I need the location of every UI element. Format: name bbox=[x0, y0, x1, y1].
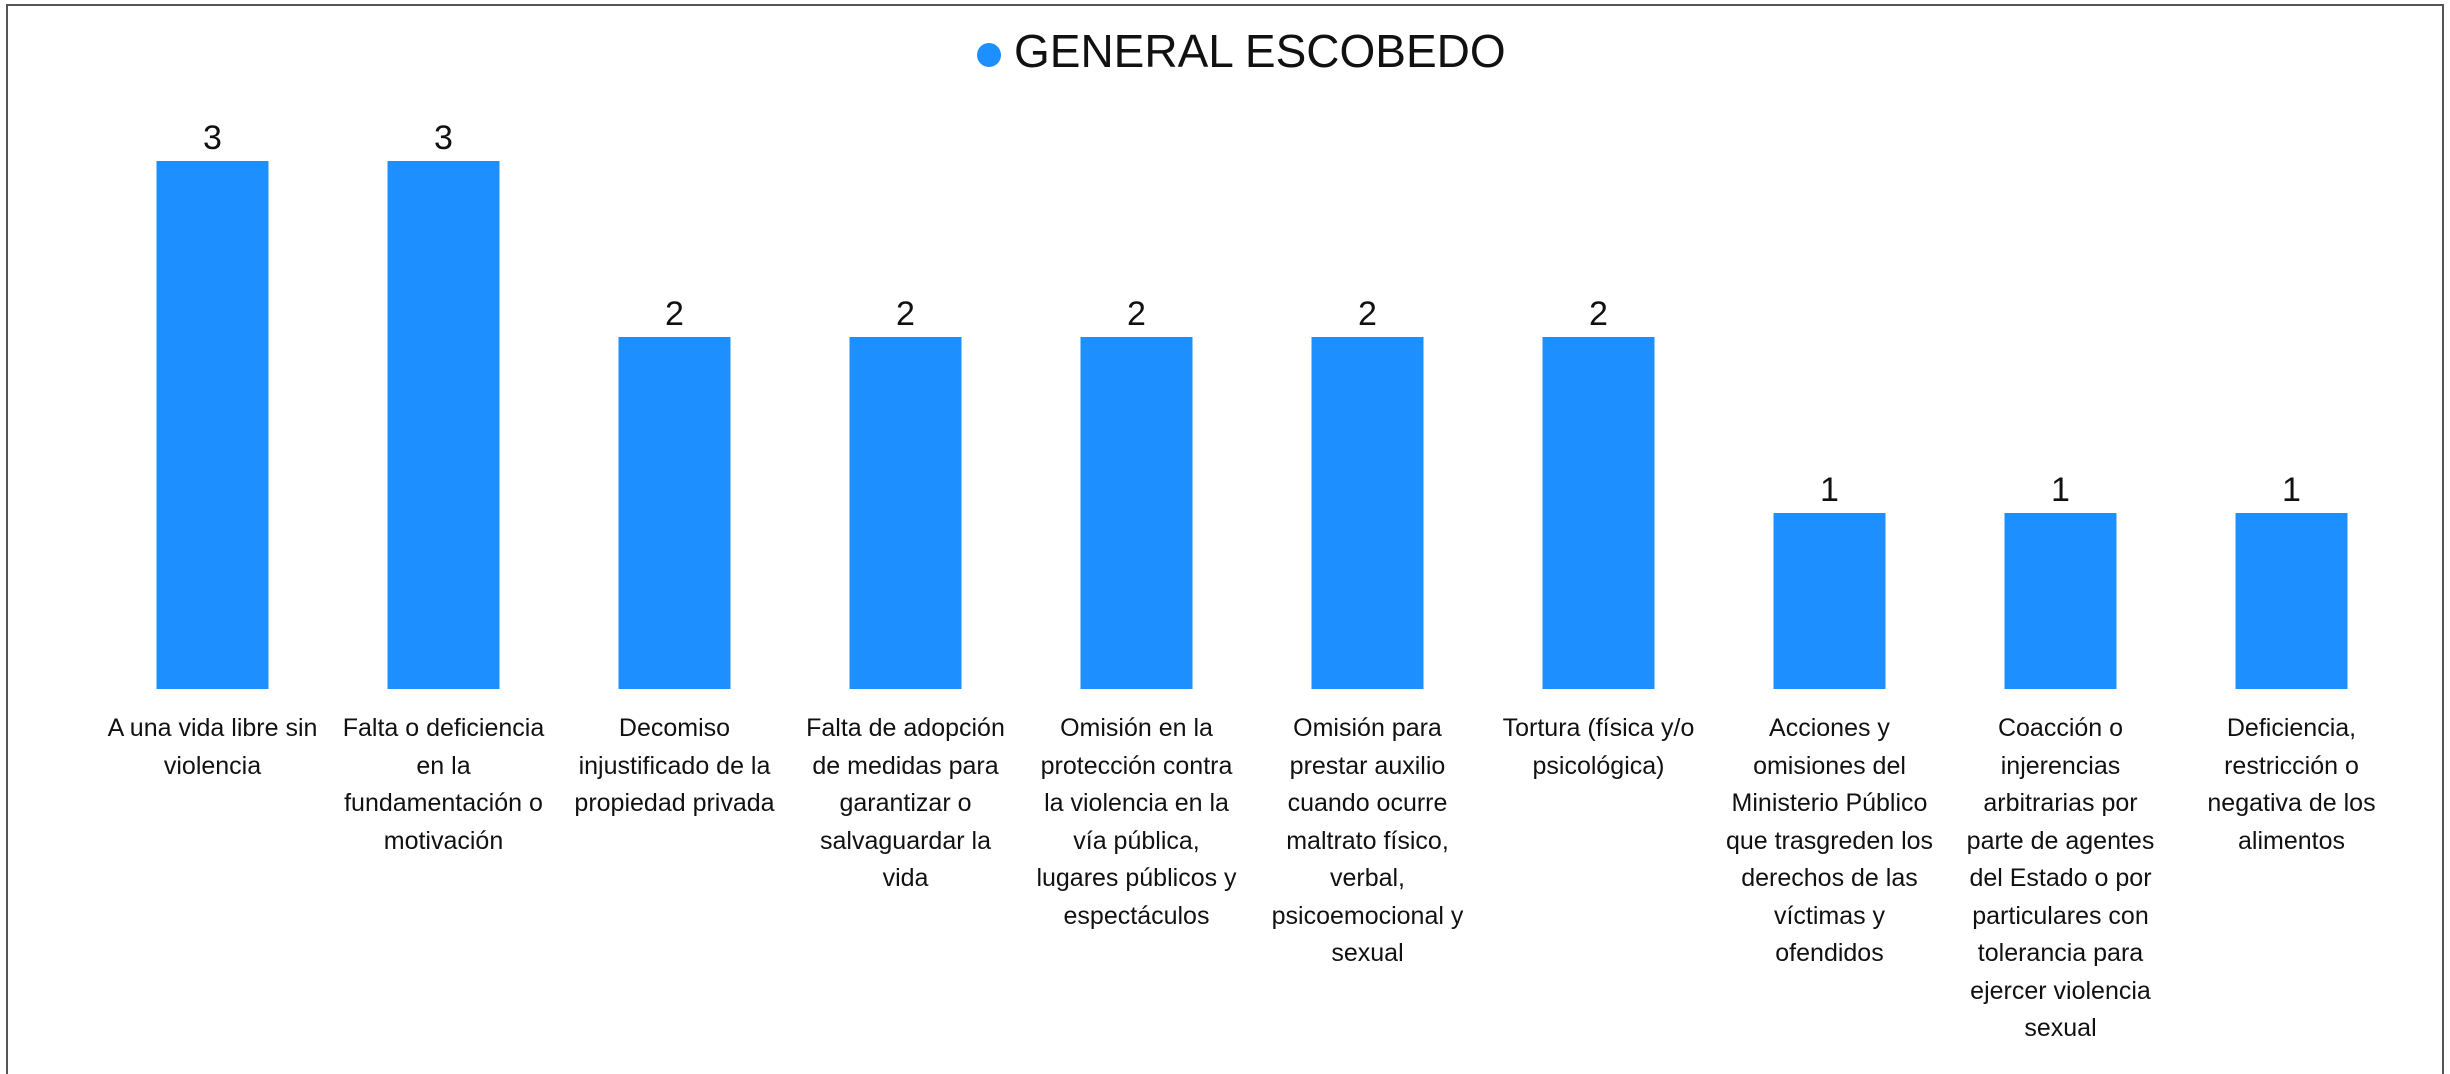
frame bbox=[6, 4, 2444, 1074]
x-tick-label: Tortura (física y/o psicológica) bbox=[1502, 714, 1695, 780]
bar bbox=[2235, 513, 2348, 689]
x-tick-label: Falta de adopción de medidas para garant… bbox=[806, 714, 1005, 892]
x-tick-label: Coacción o injerencias arbitrarias por p… bbox=[1966, 714, 2155, 1042]
data-label: 2 bbox=[1589, 295, 1608, 333]
bar bbox=[1311, 337, 1424, 689]
x-tick-label: Acciones y omisiones del Ministerio Públ… bbox=[1725, 714, 1934, 967]
bar bbox=[2004, 513, 2117, 689]
bar bbox=[387, 161, 500, 689]
x-tick-label: A una vida libre sin violencia bbox=[107, 714, 318, 780]
legend-label: GENERAL ESCOBEDO bbox=[1014, 25, 1506, 77]
bar bbox=[156, 161, 269, 689]
x-tick-label: Deficiencia, restricción o negativa de l… bbox=[2207, 714, 2376, 855]
data-label: 2 bbox=[1127, 295, 1146, 333]
bar bbox=[1773, 513, 1886, 689]
x-tick-label: Falta o deficiencia en la fundamentación… bbox=[342, 714, 545, 855]
data-label: 1 bbox=[2282, 471, 2301, 509]
x-tick-label: Decomiso injustificado de la propiedad p… bbox=[574, 714, 775, 817]
x-tick-label: Omisión para prestar auxilio cuando ocur… bbox=[1271, 714, 1464, 967]
bar bbox=[1542, 337, 1655, 689]
data-label: 3 bbox=[434, 119, 453, 157]
data-label: 3 bbox=[203, 119, 222, 157]
data-label: 1 bbox=[1820, 471, 1839, 509]
x-tick-label: Omisión en la protección contra la viole… bbox=[1036, 714, 1237, 930]
bar bbox=[1080, 337, 1193, 689]
data-label: 1 bbox=[2051, 471, 2070, 509]
bar bbox=[618, 337, 731, 689]
data-label: 2 bbox=[896, 295, 915, 333]
data-label: 2 bbox=[1358, 295, 1377, 333]
legend-swatch bbox=[977, 43, 1001, 67]
bar bbox=[849, 337, 962, 689]
data-label: 2 bbox=[665, 295, 684, 333]
